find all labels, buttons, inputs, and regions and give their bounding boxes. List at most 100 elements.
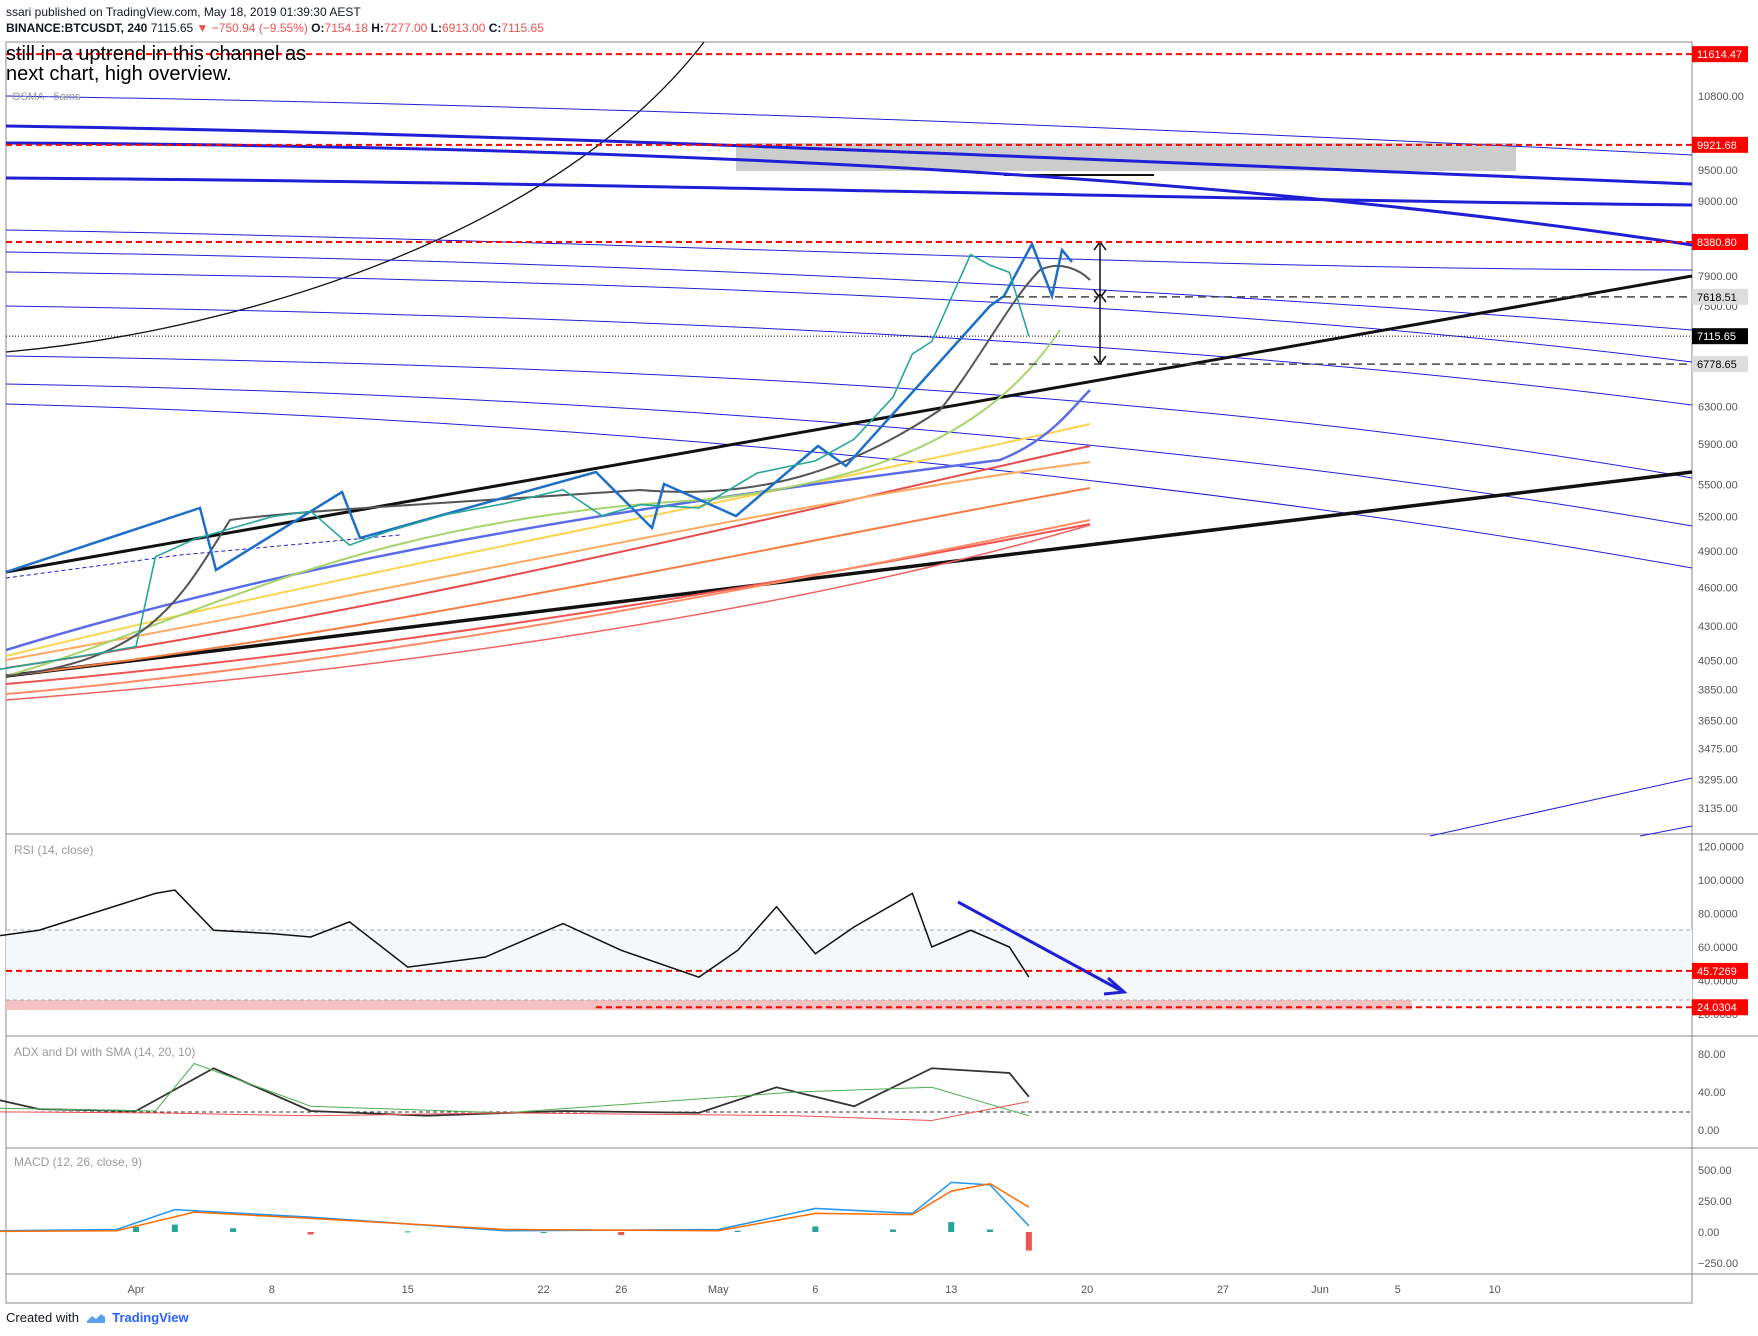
channel-line (5, 141, 1693, 247)
price-tick-label: 5500.00 (1698, 479, 1738, 491)
footer-brand: TradingView (112, 1310, 189, 1325)
channel-line (5, 355, 1693, 479)
price-line-layer (6, 53, 1692, 365)
channel-line (5, 251, 1693, 331)
channel-line (5, 229, 1693, 271)
adx-line (0, 1067, 1030, 1117)
price-tick-label: 3295.00 (1698, 774, 1738, 786)
channel-line (5, 176, 1693, 207)
footer-prefix: Created with (6, 1310, 79, 1325)
di-plus-line (0, 1062, 1029, 1117)
price-tick-label: 5200.00 (1698, 512, 1738, 524)
price-markers: 11614.47 9921.68 8380.80 7618.51 7115.65 6778… (1692, 46, 1748, 373)
macd-tick-label: 0.00 (1698, 1227, 1719, 1239)
close-value: 7115.65 (501, 21, 544, 35)
rsi-title: RSI (14, close) (14, 843, 93, 857)
rsi-line (0, 889, 1030, 978)
price-marker-badge (1692, 328, 1748, 345)
price-marker-label: 7618.51 (1697, 292, 1737, 304)
channel-line (5, 383, 1693, 527)
low-label: L: (430, 21, 442, 35)
price-marker-badge (1692, 356, 1748, 373)
price-tick-label: 4300.00 (1698, 621, 1738, 633)
rsi-tick-label: 80.0000 (1698, 909, 1738, 921)
rsi-tick-label: 60.0000 (1698, 942, 1738, 954)
time-tick-label: 26 (615, 1284, 627, 1296)
macd-layer: 500.00 250.00 0.00 −250.00 (0, 1165, 1738, 1270)
macd-histogram-bar (540, 1232, 547, 1233)
high-label: H: (371, 21, 384, 35)
macd-histogram-bar (618, 1232, 625, 1236)
time-tick-label: 8 (269, 1284, 275, 1296)
price-tick-label: 9000.00 (1698, 196, 1738, 208)
time-axis: Apr 8 15 22 26 May 6 13 20 27 Jun 5 10 (127, 1284, 1500, 1296)
last-price-value: 7115.65 (150, 21, 194, 35)
time-tick-label: 10 (1489, 1284, 1501, 1296)
macd-histogram-bar (1025, 1232, 1032, 1251)
time-tick-label: May (708, 1284, 729, 1296)
rsi-layer: 120.0000100.000080.000060.000040.000020.… (0, 842, 1748, 1021)
macd-histogram-bar (230, 1228, 237, 1232)
open-label: O: (311, 21, 325, 35)
arc-curve (5, 41, 705, 353)
price-marker-badge (1692, 136, 1748, 153)
channel-line (5, 403, 1693, 569)
price-tick-label: 4600.00 (1698, 582, 1738, 594)
price-tick-label: 4050.00 (1698, 656, 1738, 668)
rsi-marker-badge (1692, 999, 1748, 1016)
rsi-marker-label: 45.7269 (1697, 966, 1737, 978)
macd-histogram-bar (889, 1229, 896, 1232)
overlay-label: OSMA - 5ams (12, 91, 81, 103)
channel-line (5, 95, 1693, 156)
footer: Created with TradingView (6, 1310, 189, 1325)
adx-layer: 80.00 40.00 0.00 (0, 1049, 1726, 1137)
time-tick-label: 5 (1395, 1284, 1401, 1296)
tradingview-logo-icon (86, 1314, 105, 1323)
ema-ribbon (5, 519, 1091, 695)
dashed-support (5, 534, 401, 579)
macd-histogram-bar (734, 1230, 741, 1232)
channel-line (5, 305, 1693, 406)
rsi-tick-label: 100.0000 (1698, 875, 1744, 887)
price-drawings (5, 41, 1693, 837)
annotation-text: still in a uptrend in this channel as ne… (6, 43, 307, 85)
macd-histogram-bar (812, 1226, 819, 1232)
adx-tick-label: 0.00 (1698, 1125, 1719, 1137)
channel-line (5, 124, 1693, 186)
macd-histogram-bar (307, 1232, 314, 1235)
close-label: C: (488, 21, 502, 35)
high-value: 7277.00 (383, 21, 428, 35)
rsi-divergence-arrow (957, 900, 1121, 992)
ema-ribbon (5, 445, 1091, 669)
price-change: ▼ −750.94 (−9.55%) (196, 21, 308, 35)
arrow-head-icon (1103, 976, 1128, 996)
rsi-band (6, 930, 1692, 1000)
macd-histogram-bar (404, 1231, 411, 1233)
time-tick-label: Apr (127, 1284, 144, 1296)
open-value: 7154.18 (324, 21, 368, 35)
ema-ribbon (5, 461, 1091, 661)
price-tick-label: 3135.00 (1698, 803, 1738, 815)
macd-histogram-bar (987, 1229, 994, 1232)
price-marker-badge (1692, 233, 1748, 250)
channel-line (5, 271, 1693, 363)
ema-ribbon (5, 423, 1091, 657)
price-axis: 10800.009500.009000.007900.007500.006300… (1698, 91, 1744, 815)
time-tick-label: 22 (537, 1284, 549, 1296)
zigzag (5, 241, 1073, 574)
rsi-marker-label: 24.0304 (1697, 1002, 1737, 1014)
channel-line (1429, 777, 1693, 837)
low-value: 6913.00 (441, 21, 486, 35)
price-marker-label: 11614.47 (1697, 49, 1742, 61)
price-marker-label: 7115.65 (1697, 331, 1736, 343)
time-tick-label: Jun (1311, 1284, 1329, 1296)
macd-tick-label: 250.00 (1698, 1196, 1732, 1208)
sma-line (5, 264, 1091, 677)
price-marker-label: 8380.80 (1697, 237, 1737, 249)
resistance-zone (736, 143, 1516, 171)
macd-histogram-bar (171, 1224, 178, 1232)
publish-info: ssari published on TradingView.com, May … (6, 5, 361, 19)
macd-histogram-bar (948, 1222, 955, 1232)
price-tick-label: 10800.00 (1698, 91, 1744, 103)
